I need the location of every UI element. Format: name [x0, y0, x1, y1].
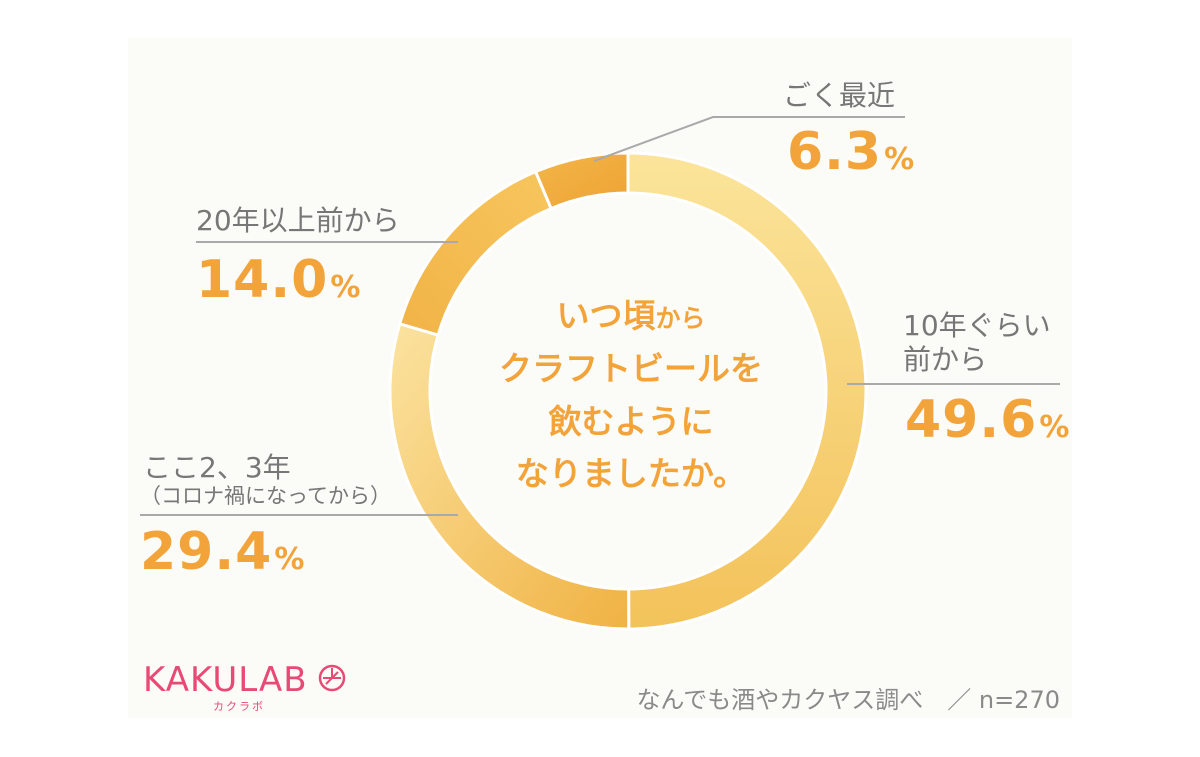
label-ten-years-line1: 10年ぐらい [903, 309, 1051, 342]
pct-ten-years-value: 49.6 [905, 390, 1038, 450]
pct-two-three: 29.4% [140, 522, 304, 582]
label-two-three-line1: ここ2、3年 [143, 451, 291, 484]
pct-unit: % [884, 142, 915, 177]
pct-unit: % [1039, 410, 1070, 445]
title-line3: 飲むように [548, 401, 714, 441]
slice-ten-years [626, 151, 868, 631]
label-twenty-plus: 20年以上前から [196, 204, 400, 237]
pct-twenty-plus: 14.0% [196, 250, 360, 310]
title-line4: なりましたか。 [515, 454, 747, 494]
kakulab-logo-sub: カクラボ [213, 700, 265, 713]
chart-title: いつ頃から クラフトビールを 飲むように なりましたか。 [488, 290, 774, 501]
logo-flask-icon [318, 664, 346, 692]
pct-recent: 6.3% [787, 122, 914, 182]
pct-ten-years: 49.6% [905, 390, 1069, 450]
title-line1-small: から [655, 304, 706, 333]
pct-recent-value: 6.3 [787, 122, 883, 182]
pct-twenty-plus-value: 14.0 [196, 250, 329, 310]
title-line1-main: いつ頃 [556, 296, 656, 335]
pct-unit: % [330, 270, 361, 305]
leader-line-recent [593, 116, 905, 162]
source-note: なんでも酒やカクヤス調べ ／ n=270 [636, 686, 1060, 714]
title-line2: クラフトビールを [499, 348, 763, 388]
slice-recent [533, 151, 630, 211]
pct-unit: % [274, 542, 305, 577]
label-ten-years-line2: 前から [903, 343, 988, 376]
pct-two-three-value: 29.4 [140, 522, 273, 582]
label-two-three-line2: （コロナ禍になってから） [140, 484, 391, 508]
label-recent: ごく最近 [783, 79, 896, 112]
kakulab-logo: KAKULAB [143, 660, 308, 700]
